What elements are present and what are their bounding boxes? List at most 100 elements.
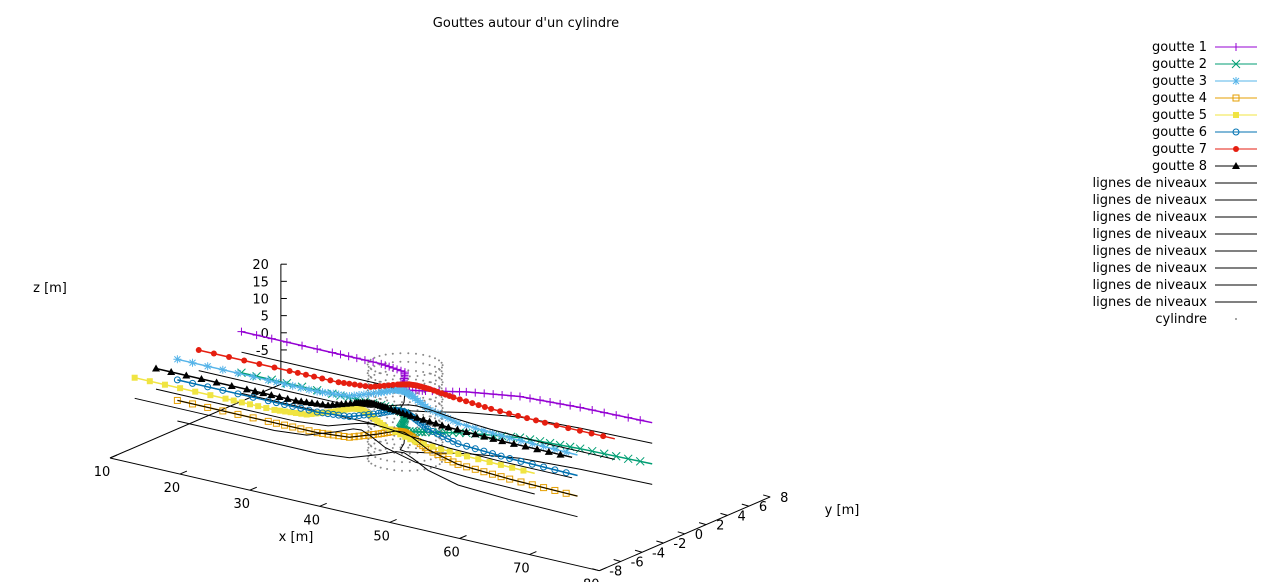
data-point: [294, 369, 301, 376]
cylinder-point: [408, 461, 411, 464]
y-tick-label: 8: [780, 491, 788, 506]
data-point: [471, 430, 480, 438]
data-point: [237, 327, 246, 336]
data-point: [267, 334, 276, 343]
data-point: [246, 401, 253, 408]
data-point: [544, 447, 553, 455]
legend-label: lignes de niveaux: [1093, 176, 1208, 191]
data-point: [345, 413, 353, 421]
cylinder-point: [440, 378, 443, 381]
data-point: [497, 408, 504, 415]
cylinder-point: [386, 450, 389, 453]
data-point: [313, 408, 321, 416]
cylinder-point: [384, 396, 387, 399]
data-point: [498, 390, 507, 399]
data-point: [360, 411, 368, 419]
cylinder-point: [428, 355, 431, 358]
cylinder-point: [393, 400, 396, 403]
cylinder-point: [407, 369, 410, 372]
data-point: [152, 364, 161, 372]
data-point: [393, 365, 402, 374]
data-point: [264, 417, 272, 425]
data-point: [335, 411, 343, 419]
x-axis-label: x [m]: [279, 530, 314, 545]
data-point: [385, 362, 394, 371]
cylinder-point: [391, 378, 394, 381]
legend-marker: [1232, 128, 1240, 136]
cylinder-point: [384, 370, 387, 373]
data-point: [453, 425, 462, 433]
y-tick-mark: [613, 558, 621, 562]
data-point: [197, 374, 206, 382]
cylinder-point: [428, 364, 431, 366]
cylinder-point: [373, 425, 376, 428]
y-tick-label: -2: [673, 537, 686, 552]
data-point: [535, 436, 545, 446]
cylinder-point: [440, 396, 443, 398]
legend-label: goutte 1: [1152, 40, 1207, 55]
cylinder-point: [423, 468, 426, 471]
data-point: [517, 478, 525, 486]
y-tick-mark: [698, 522, 707, 526]
cylinder-point: [434, 400, 436, 403]
cylinder-point: [441, 364, 444, 367]
cylinder-point: [386, 373, 389, 376]
data-point: [218, 365, 227, 374]
data-point: [345, 392, 354, 401]
data-point: [475, 402, 482, 409]
data-point: [382, 423, 389, 430]
cylinder-point: [379, 380, 382, 383]
data-point: [313, 387, 322, 396]
data-point: [292, 409, 299, 416]
data-point: [600, 433, 607, 440]
data-point: [297, 397, 306, 405]
data-point: [576, 427, 583, 434]
cylinder-point: [434, 465, 437, 468]
cylinder-point: [407, 352, 410, 355]
cylinder-point: [422, 396, 425, 399]
data-point: [219, 407, 227, 415]
data-point: [509, 439, 518, 447]
cylinder-point: [384, 353, 387, 356]
cylinder-point: [440, 409, 443, 412]
data-point: [313, 345, 322, 354]
cylinder-point: [407, 360, 410, 363]
y-tick-label: -6: [631, 555, 644, 570]
cylinder-point: [438, 420, 441, 423]
data-point: [283, 394, 292, 402]
cylinder-point: [407, 446, 410, 449]
data-point: [241, 357, 248, 364]
data-point: [263, 405, 270, 412]
data-point: [318, 388, 327, 397]
data-point: [462, 421, 471, 430]
cylinder-point: [416, 375, 419, 377]
data-point: [212, 378, 221, 386]
cylinder-point: [374, 379, 377, 381]
data-point: [449, 458, 457, 466]
cylinder-point: [438, 428, 441, 431]
data-point: [402, 433, 409, 440]
data-point: [344, 352, 353, 361]
data-point: [289, 423, 297, 431]
legend-marker: [1233, 112, 1239, 118]
data-point: [462, 387, 471, 396]
cylinder-point: [422, 371, 425, 373]
data-point: [189, 400, 197, 408]
data-point: [509, 464, 516, 471]
data-point: [308, 410, 315, 417]
data-point: [305, 427, 313, 435]
y-tick-mark: [763, 494, 771, 498]
cylinder-point: [441, 441, 444, 444]
data-point: [377, 359, 386, 368]
data-point: [340, 380, 347, 387]
cylinder-point: [374, 447, 377, 450]
legend-marker: [1232, 43, 1240, 51]
data-point: [182, 371, 191, 379]
data-point: [480, 447, 488, 455]
data-point: [475, 456, 482, 463]
y-tick-label: 0: [695, 528, 703, 543]
data-point: [507, 391, 516, 400]
data-point: [267, 391, 276, 399]
data-point: [438, 446, 445, 453]
